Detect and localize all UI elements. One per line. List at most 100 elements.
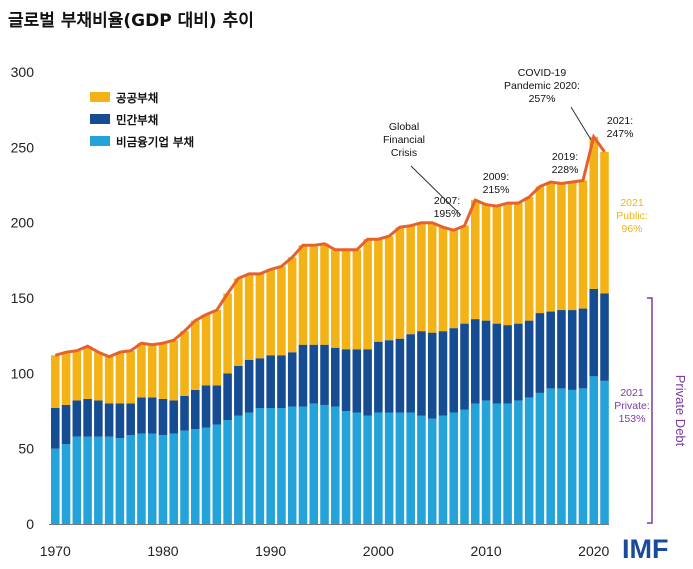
bar-segment-2001-s2: [384, 236, 394, 341]
bar-segment-1997-s2: [341, 249, 351, 350]
private-2021-label: 2021: [620, 387, 644, 399]
bar-segment-1978-s0: [137, 433, 146, 524]
bar-segment-1974-s0: [94, 436, 103, 524]
bar-segment-2004-s0: [417, 415, 426, 524]
bar-segment-2000-s1: [374, 341, 383, 413]
bar-segment-1999-s0: [363, 415, 372, 524]
bar-segment-1985-s0: [212, 424, 222, 524]
bar-segment-1977-s1: [126, 403, 135, 436]
bar-segment-2012-s2: [503, 203, 512, 326]
y-tick-label: 250: [11, 139, 35, 155]
bar-segment-1972-s0: [72, 436, 82, 524]
bar-segment-2015-s1: [535, 313, 545, 393]
bar-segment-2009-s0: [471, 403, 480, 524]
bar-segment-1970-s0: [51, 448, 60, 524]
bar-segment-1981-s1: [169, 400, 179, 434]
bar-segment-1990-s1: [266, 355, 275, 408]
bar-segment-1985-s1: [212, 385, 222, 425]
bar-segment-2010-s1: [481, 320, 491, 401]
legend-swatch: [90, 114, 110, 124]
bar-segment-1993-s2: [298, 245, 308, 345]
bar-segment-2008-s0: [460, 409, 469, 524]
legend-label: 민간부채: [116, 113, 158, 127]
bar-segment-1993-s0: [298, 406, 308, 524]
bar-segment-1995-s1: [320, 344, 329, 405]
bar-segment-2015-s2: [535, 186, 545, 314]
bar-segment-2007-s0: [449, 412, 459, 524]
bar-segment-1996-s1: [331, 347, 340, 407]
bar-segment-1985-s2: [212, 310, 222, 386]
bar-segment-2014-s2: [524, 197, 534, 321]
annotation-text: 2021:: [607, 115, 633, 127]
bar-segment-2000-s2: [374, 239, 383, 342]
y-tick-label: 150: [11, 290, 35, 306]
annotation-text: 247%: [607, 128, 634, 140]
private-2021-label: Private:: [614, 400, 650, 412]
bar-segment-1993-s1: [298, 344, 308, 407]
bar-segment-2016-s2: [546, 181, 555, 312]
bar-segment-2009-s1: [471, 319, 480, 404]
bar-segment-1991-s1: [277, 355, 286, 408]
bar-segment-1992-s1: [287, 352, 297, 407]
bar-segment-1996-s0: [331, 406, 340, 524]
bar-segment-1987-s1: [234, 365, 243, 416]
bar-segment-1974-s1: [94, 400, 103, 437]
bar-segment-2011-s1: [492, 323, 502, 404]
bar-segment-1998-s2: [352, 249, 362, 350]
bar-segment-2010-s0: [481, 400, 491, 524]
bar-segment-2001-s1: [384, 340, 394, 413]
annotations: GlobalFinancialCrisis2007:195%2009:215%2…: [383, 67, 633, 220]
x-tick-label: 2010: [470, 543, 501, 559]
bar-segment-1988-s2: [244, 273, 254, 360]
bar-segment-1981-s2: [169, 340, 179, 401]
bar-segment-2005-s0: [427, 418, 437, 524]
bar-segment-2000-s0: [374, 412, 383, 524]
bar-segment-1990-s0: [266, 407, 275, 524]
bar-segment-2014-s0: [524, 397, 534, 524]
bar-segment-2017-s2: [557, 183, 566, 311]
bar-segment-2020-s0: [589, 376, 599, 524]
bar-segment-2010-s2: [481, 204, 491, 321]
bar-segment-1986-s2: [223, 293, 232, 374]
bar-segment-2020-s2: [589, 136, 599, 289]
legend-label: 비금융기업 부채: [116, 135, 194, 149]
bar-segment-2013-s1: [514, 323, 523, 401]
private-2021-label: 153%: [619, 413, 646, 425]
bar-segment-1991-s2: [277, 266, 286, 356]
bar-segment-1997-s0: [341, 411, 351, 524]
bar-segment-2013-s0: [514, 400, 523, 524]
bar-segment-1986-s1: [223, 373, 232, 421]
bar-segment-1995-s2: [320, 243, 329, 345]
bar-segment-2009-s2: [471, 200, 480, 320]
bar-segment-2017-s1: [557, 310, 566, 389]
bar-segment-1999-s2: [363, 239, 372, 350]
bar-segment-2019-s2: [578, 180, 588, 309]
bar-segment-1980-s1: [158, 398, 168, 436]
bar-segment-1991-s0: [277, 407, 286, 524]
bar-segment-1979-s0: [147, 433, 157, 524]
legend-label: 공공부채: [116, 91, 158, 105]
bar-segment-1975-s2: [104, 356, 114, 404]
bar-segment-1987-s0: [234, 415, 243, 524]
bar-segment-1994-s1: [309, 344, 319, 404]
bar-segment-1984-s2: [201, 314, 211, 386]
x-tick-label: 2000: [363, 543, 394, 559]
y-tick-label: 200: [11, 215, 35, 231]
annotation-text: Global: [389, 121, 419, 133]
bar-segment-1971-s2: [61, 352, 71, 405]
bar-segment-1992-s0: [287, 406, 297, 524]
stacked-bars: [51, 136, 609, 524]
bar-segment-2016-s0: [546, 388, 555, 524]
bar-segment-2003-s0: [406, 412, 415, 524]
annotation-text: 215%: [483, 184, 510, 196]
bar-segment-1978-s1: [137, 397, 146, 434]
bar-segment-1998-s0: [352, 412, 362, 524]
total-debt-line: [54, 133, 606, 359]
bar-segment-2021-s2: [600, 151, 609, 294]
annotation-text: 257%: [529, 93, 556, 105]
bar-segment-1973-s2: [83, 346, 92, 399]
bar-segment-1983-s0: [191, 429, 200, 524]
bar-segment-2002-s1: [395, 338, 405, 413]
